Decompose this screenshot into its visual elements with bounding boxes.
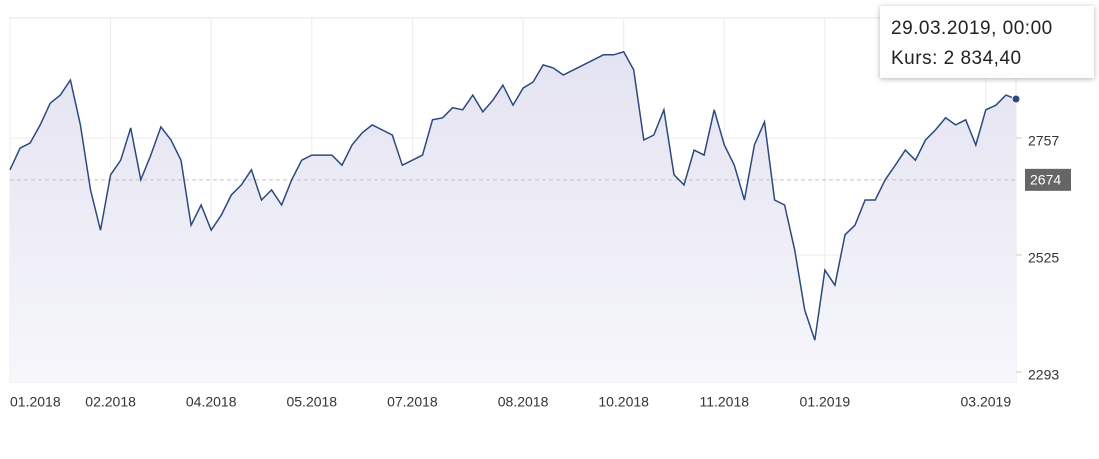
x-tick-label: 11.2018 [699,394,749,410]
x-tick-label: 03.2019 [961,394,1012,410]
area-fill [10,51,1016,383]
x-tick-label: 01.2019 [800,394,851,410]
x-tick-label: 08.2018 [498,394,549,410]
reference-label-box [1025,168,1071,191]
x-tick-label: 07.2018 [387,394,438,410]
reference-label: 2674 [1030,172,1061,188]
last-point [1011,94,1021,104]
y-tick-label: 2757 [1028,133,1059,149]
x-tick-label: 04.2018 [186,394,237,410]
x-tick-label: 02.2018 [85,394,136,410]
x-tick-label: 05.2018 [286,394,337,410]
y-tick-label: 2293 [1028,367,1059,383]
y-tick-label: 2525 [1028,250,1059,266]
tooltip-text: Kurs: 2 834,40 [891,48,1022,69]
tooltip-title: 29.03.2019, 00:00 [891,18,1053,39]
series-line [9,50,1017,341]
tooltip: 29.03.2019, 00:00 Kurs: 2 834,40 [880,6,1094,78]
x-tick-label: 10.2018 [598,394,649,410]
x-tick-label: 01.2018 [10,394,61,410]
